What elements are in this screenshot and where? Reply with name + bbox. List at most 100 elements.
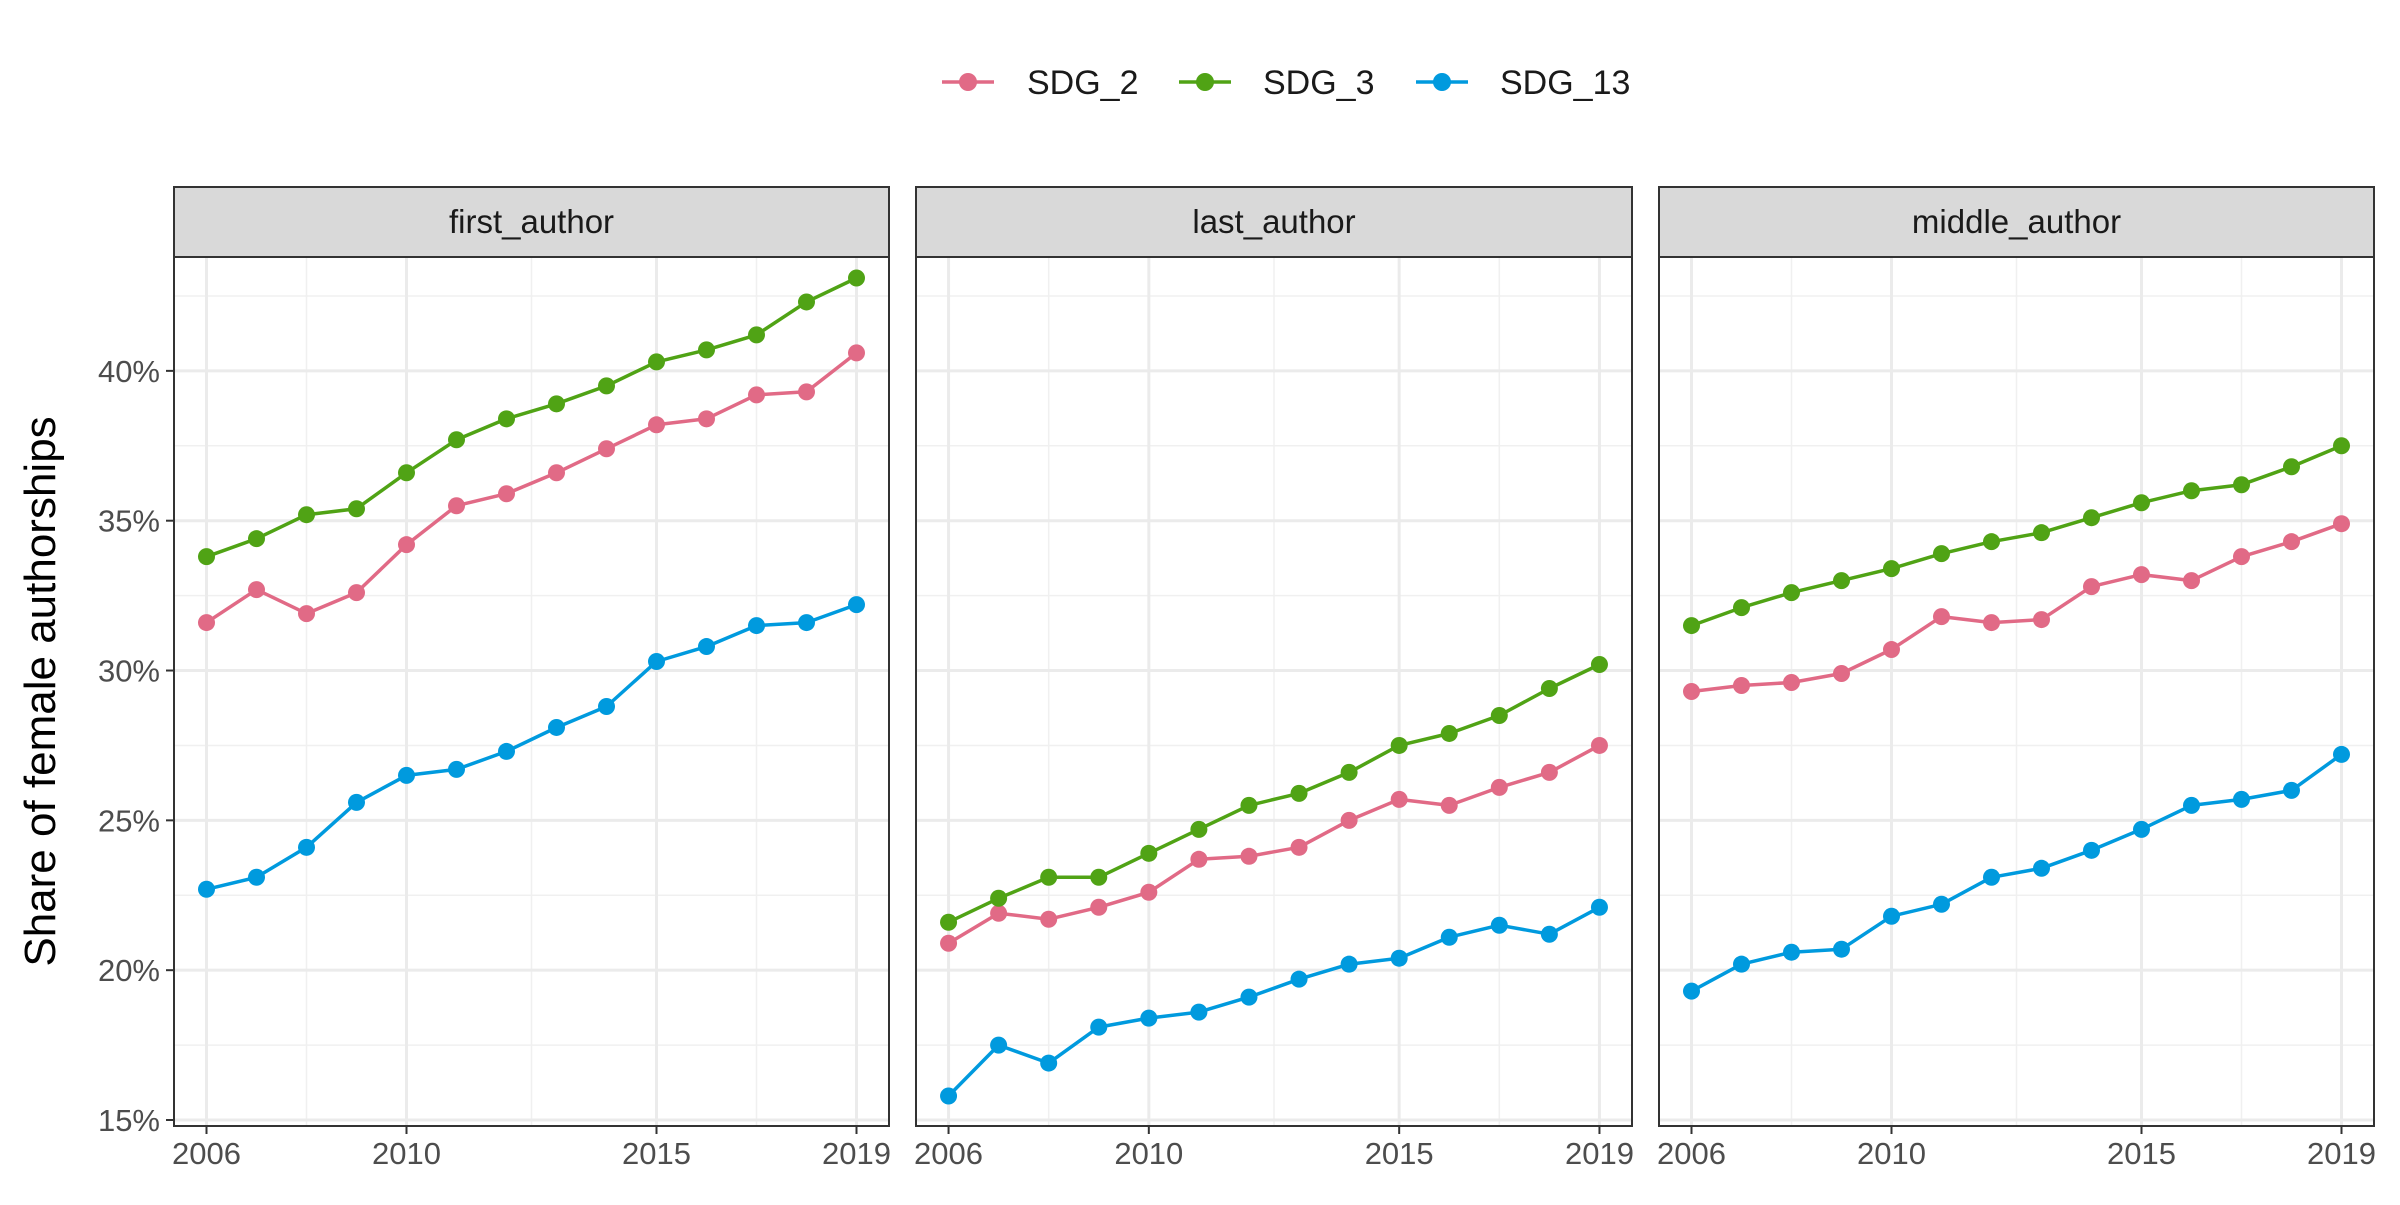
data-point bbox=[1390, 790, 1408, 808]
data-point bbox=[848, 596, 865, 614]
data-point bbox=[1983, 533, 2000, 551]
data-point bbox=[2083, 509, 2100, 527]
x-tick-label: 2015 bbox=[1365, 1136, 1434, 1171]
series-sdg-13 bbox=[198, 596, 865, 898]
data-point bbox=[498, 742, 515, 760]
panel-strip-label: first_author bbox=[449, 203, 614, 240]
data-point bbox=[1490, 916, 1508, 934]
data-point bbox=[1883, 560, 1900, 578]
data-point bbox=[1683, 617, 1700, 635]
data-point bbox=[1733, 955, 1750, 973]
data-point bbox=[498, 485, 515, 503]
data-point bbox=[990, 904, 1008, 922]
data-point bbox=[1540, 925, 1558, 943]
data-point bbox=[1883, 907, 1900, 925]
data-point bbox=[1833, 940, 1850, 958]
data-point bbox=[598, 697, 615, 715]
data-point bbox=[198, 548, 215, 566]
data-point bbox=[1540, 763, 1558, 781]
data-point bbox=[1833, 572, 1850, 590]
series-sdg-13 bbox=[940, 898, 1608, 1105]
panel-border bbox=[173, 256, 890, 1127]
legend-label: SDG_2 bbox=[1027, 64, 1139, 102]
data-point bbox=[2233, 790, 2250, 808]
data-point bbox=[2033, 859, 2050, 877]
series-sdg-2 bbox=[940, 736, 1608, 952]
data-point bbox=[2333, 437, 2350, 455]
data-point bbox=[1733, 599, 1750, 617]
data-point bbox=[1933, 895, 1950, 913]
data-point bbox=[598, 440, 615, 458]
data-point bbox=[848, 344, 865, 362]
data-point bbox=[1290, 838, 1308, 856]
panel-strip bbox=[915, 186, 1633, 258]
data-point bbox=[298, 605, 315, 623]
series-line bbox=[205, 351, 858, 625]
series-sdg-2 bbox=[198, 344, 865, 632]
data-point bbox=[798, 383, 815, 401]
data-point bbox=[1590, 898, 1608, 916]
data-point bbox=[198, 614, 215, 632]
data-point bbox=[1190, 850, 1208, 868]
data-point bbox=[548, 718, 565, 736]
data-point bbox=[1783, 943, 1800, 961]
x-tick-label: 2010 bbox=[1114, 1136, 1183, 1171]
panel-strip bbox=[1658, 186, 2375, 258]
y-tick-label: 30% bbox=[98, 654, 160, 689]
data-point bbox=[1883, 641, 1900, 659]
panel-grid bbox=[916, 257, 1632, 1126]
data-point bbox=[1140, 883, 1158, 901]
data-point bbox=[1290, 784, 1308, 802]
data-point bbox=[2333, 745, 2350, 763]
data-point bbox=[940, 1087, 958, 1105]
data-point bbox=[2233, 476, 2250, 494]
data-point bbox=[1440, 928, 1458, 946]
series-sdg-3 bbox=[1683, 437, 2350, 635]
data-point bbox=[1833, 665, 1850, 683]
data-point bbox=[2083, 578, 2100, 596]
data-point bbox=[348, 793, 365, 811]
data-point bbox=[1440, 796, 1458, 814]
x-tick-label: 2015 bbox=[622, 1136, 691, 1171]
panel-strip bbox=[173, 186, 890, 258]
legend-item-sdg-2: SDG_2 bbox=[942, 64, 1139, 102]
data-point bbox=[748, 326, 765, 344]
data-point bbox=[398, 464, 415, 482]
y-tick-label: 35% bbox=[98, 504, 160, 539]
data-point bbox=[1240, 796, 1258, 814]
panel-border bbox=[1658, 256, 2375, 1127]
y-axis: 15% 20% 25% 30% 35% 40% bbox=[98, 354, 174, 1138]
legend-key-point bbox=[959, 73, 977, 91]
panel-middle-author: middle_author 2006 2010 2015 2019 bbox=[1657, 186, 2376, 1171]
legend: SDG_2 SDG_3 SDG_13 bbox=[942, 64, 1630, 102]
y-tick-label: 40% bbox=[98, 354, 160, 389]
data-point bbox=[2083, 841, 2100, 859]
data-point bbox=[448, 760, 465, 778]
data-point bbox=[1040, 1054, 1058, 1072]
data-point bbox=[348, 500, 365, 518]
data-point bbox=[1140, 844, 1158, 862]
data-point bbox=[248, 581, 265, 599]
panel-strip-label: last_author bbox=[1192, 203, 1355, 240]
series-line bbox=[947, 743, 1601, 945]
data-point bbox=[1933, 608, 1950, 626]
data-point bbox=[2133, 820, 2150, 838]
legend-key-point bbox=[1196, 73, 1214, 91]
data-point bbox=[2183, 482, 2200, 500]
data-point bbox=[248, 868, 265, 886]
data-point bbox=[1090, 1018, 1108, 1036]
data-point bbox=[698, 341, 715, 359]
data-point bbox=[2033, 524, 2050, 542]
series-line bbox=[206, 602, 858, 892]
data-point bbox=[348, 584, 365, 602]
data-point bbox=[448, 497, 465, 515]
data-point bbox=[298, 838, 315, 856]
data-point bbox=[2283, 458, 2300, 476]
x-axis: 2006 2010 2015 2019 bbox=[914, 1126, 1634, 1171]
x-tick-label: 2019 bbox=[822, 1136, 891, 1171]
data-point bbox=[1933, 545, 1950, 563]
data-point bbox=[848, 269, 865, 287]
x-tick-label: 2019 bbox=[2307, 1136, 2376, 1171]
